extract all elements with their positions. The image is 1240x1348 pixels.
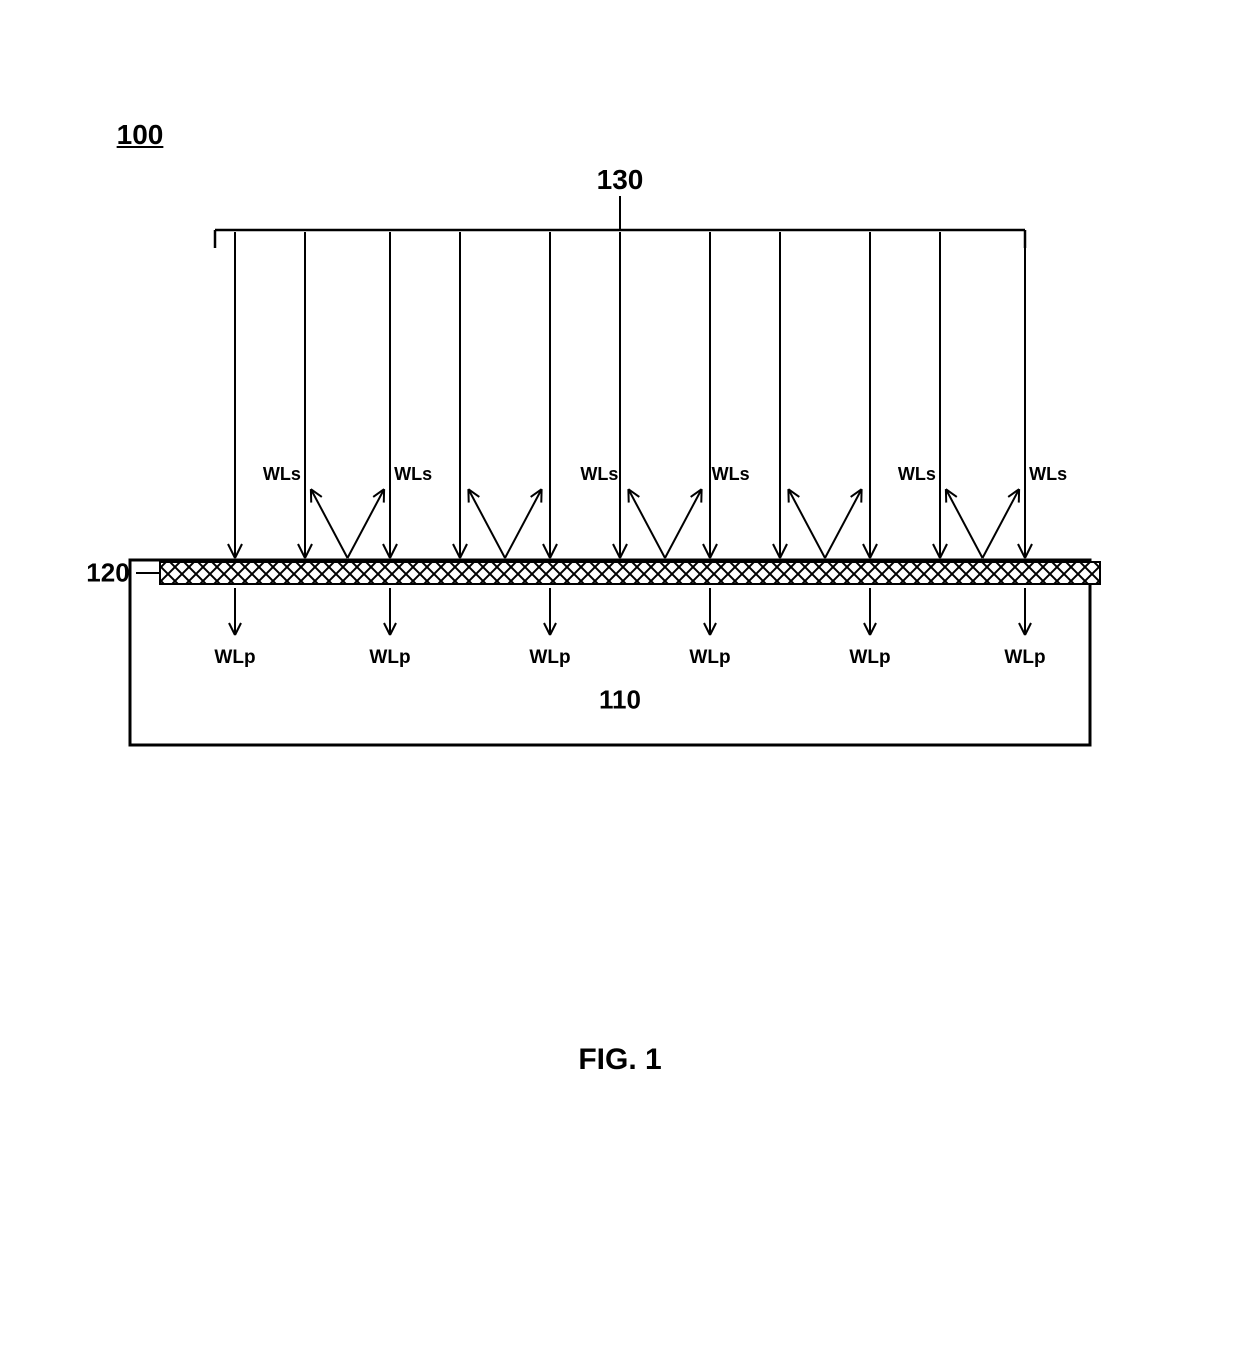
wls-label: WLs — [1029, 464, 1067, 484]
wlp-label: WLp — [1004, 647, 1045, 668]
wlp-label: WLp — [529, 647, 570, 668]
wls-label: WLs — [712, 464, 750, 484]
wlp-label: WLp — [369, 647, 410, 668]
wls-label: WLs — [898, 464, 936, 484]
figure-canvas: WLs WLs WLs WLs WLs WLs WLp WLp WLp WLp WLp WLp 100… — [0, 0, 1240, 1348]
figure-caption: FIG. 1 — [578, 1043, 661, 1077]
wlp-label: WLp — [849, 647, 890, 668]
figure-svg: WLs WLs WLs WLs WLs WLs WLp WLp WLp WLp WLp WLp — [0, 0, 1240, 1348]
wls-label: WLs — [263, 464, 301, 484]
wlp-label: WLp — [689, 647, 730, 668]
figure-number-label: 100 — [117, 119, 164, 151]
substrate-label-110: 110 — [599, 685, 641, 716]
bracket-label-130: 130 — [597, 164, 644, 196]
wlp-label: WLp — [214, 647, 255, 668]
wls-label: WLs — [394, 464, 432, 484]
wls-label: WLs — [580, 464, 618, 484]
layer-label-120: 120 — [86, 558, 129, 589]
